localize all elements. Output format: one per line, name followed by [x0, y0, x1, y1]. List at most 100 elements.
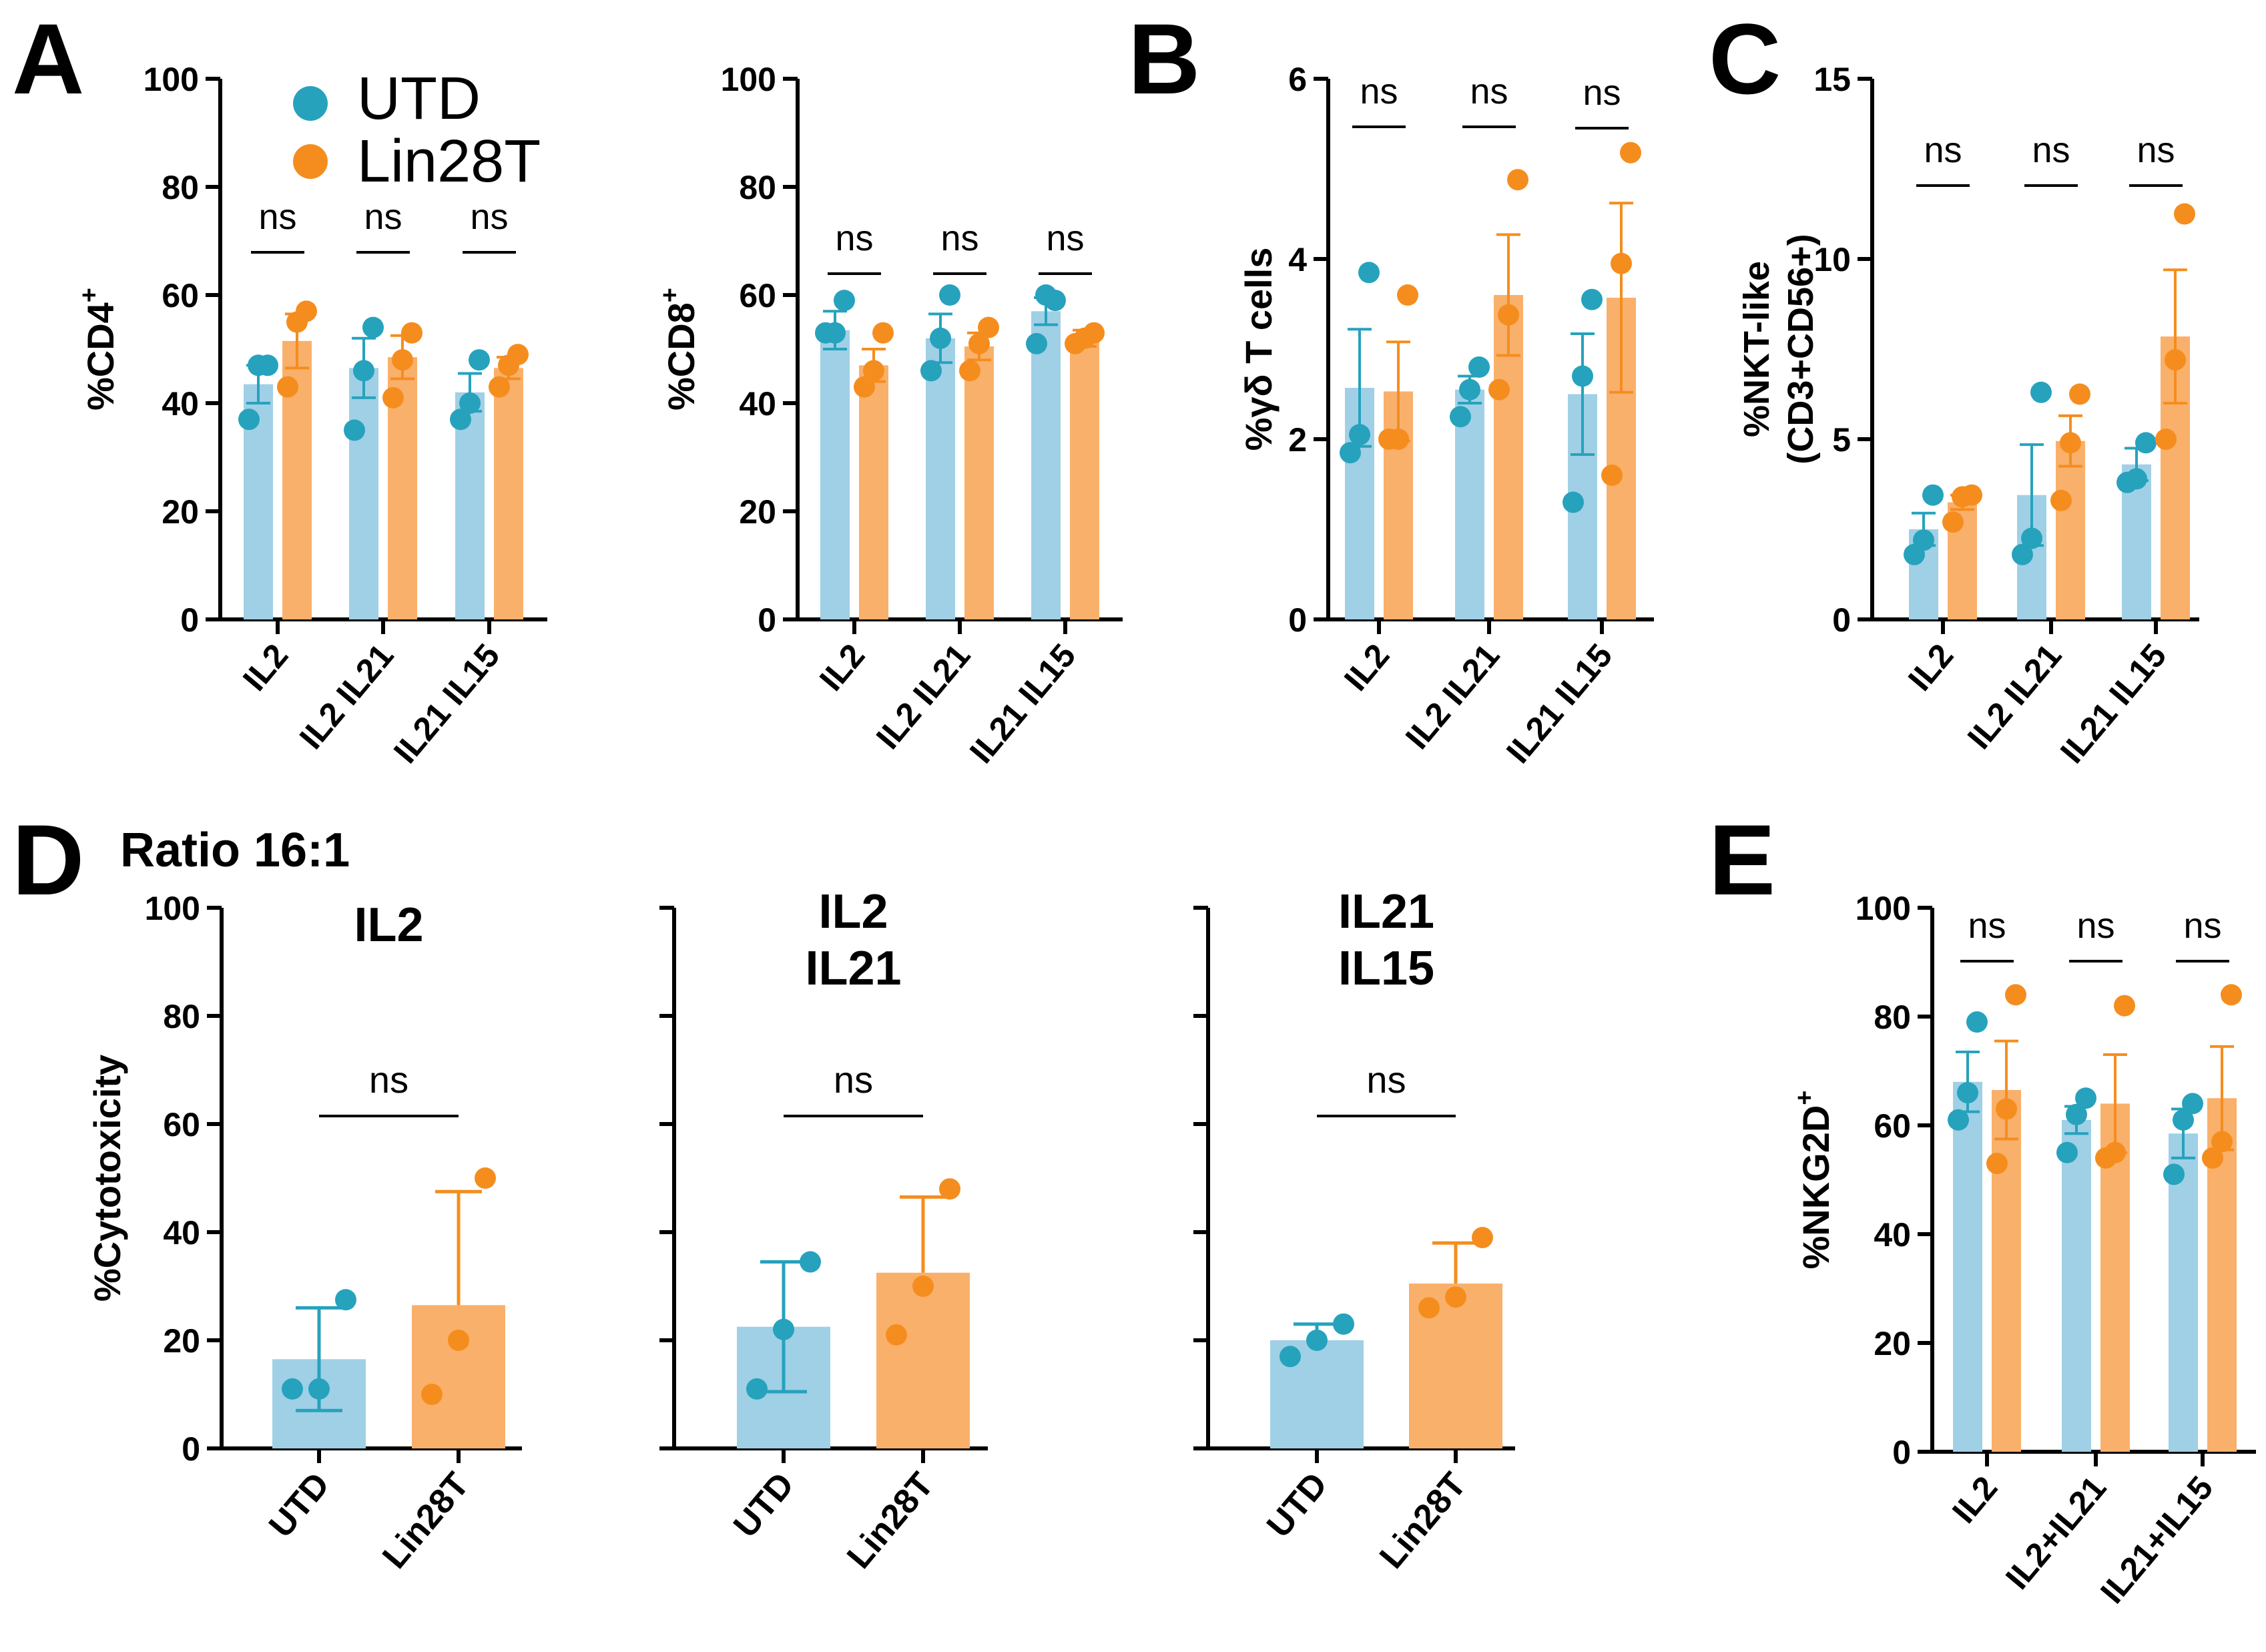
legend-lin28t-label: Lin28T: [357, 128, 541, 195]
significance-label-cd4: ns: [258, 197, 296, 237]
significance-label-gd: ns: [1470, 71, 1508, 111]
bar-cd8-UTD: [1031, 311, 1061, 619]
panel-title-cyt_il21il15: IL21: [1338, 885, 1434, 938]
bar-cd4-Lin28T: [494, 368, 523, 619]
data-point-cd4: [469, 349, 490, 371]
data-point-gd: [1450, 406, 1471, 428]
y-tick-label-nkg2d: 0: [1892, 1434, 1911, 1471]
data-point-nkg2d: [2104, 1141, 2126, 1163]
data-point-gd: [1349, 424, 1370, 446]
significance-label-nkt: ns: [1924, 130, 1962, 170]
data-point-cd4: [362, 316, 384, 338]
x-tick-label-cd8: IL2 IL21: [869, 637, 978, 756]
bar-cd4-UTD: [455, 392, 485, 619]
y-axis-label-cyt_il2: %Cytotoxicity: [86, 1055, 128, 1302]
data-point-cyt_il2: [421, 1384, 443, 1405]
significance-label-nkg2d: ns: [2183, 906, 2221, 946]
x-tick-label-cd8: IL21 IL15: [962, 637, 1083, 770]
y-tick-label-cd8: 60: [739, 277, 776, 314]
data-point-nkg2d: [2005, 984, 2026, 1006]
bar-nkg2d-UTD: [1953, 1081, 1982, 1452]
chart-cyt_il2: 0 20 40 60 80 100 %Cytotoxicity IL2 UTD Lin28T ns: [86, 890, 522, 1576]
data-point-nkg2d: [2114, 995, 2135, 1017]
x-tick-label-gd: IL2: [1337, 637, 1396, 698]
data-point-cd4: [459, 392, 481, 414]
data-point-cyt_il21il15: [1418, 1297, 1440, 1319]
significance-label-cyt_il2il21: ns: [834, 1059, 873, 1101]
data-point-cd4: [392, 349, 413, 371]
data-point-gd: [1572, 365, 1593, 387]
data-point-cd8: [872, 322, 894, 344]
x-tick-label-nkt: IL21 IL15: [2053, 637, 2173, 770]
data-point-cd4: [401, 322, 422, 344]
significance-label-cyt_il2: ns: [369, 1059, 408, 1101]
data-point-cd8: [959, 360, 980, 382]
significance-label-gd: ns: [1360, 71, 1398, 111]
data-point-cd4: [344, 419, 365, 441]
data-point-cd4: [238, 408, 260, 431]
bar-nkt-Lin28T: [2056, 441, 2085, 619]
y-tick-label-cd8: 0: [758, 601, 776, 639]
data-point-cd4: [296, 300, 317, 322]
data-point-cd8: [1045, 290, 1066, 312]
panel-letter-c: C: [1709, 3, 1781, 115]
bar-nkg2d-UTD: [2062, 1119, 2091, 1452]
data-point-cd8: [854, 376, 875, 398]
data-point-cyt_il2: [282, 1378, 303, 1400]
y-tick-label-nkt: 15: [1813, 61, 1851, 98]
data-point-cd8: [863, 360, 884, 382]
x-tick-label-gd: IL2 IL21: [1398, 637, 1507, 756]
significance-label-cd8: ns: [940, 218, 978, 258]
y-tick-label-nkg2d: 80: [1874, 999, 1911, 1036]
data-point-nkt: [2030, 381, 2052, 403]
data-point-gd: [1388, 429, 1409, 450]
y-tick-label-nkt: 10: [1813, 241, 1851, 278]
panel-letter-b: B: [1128, 3, 1200, 115]
x-tick-label-cyt_il21il15: UTD: [1259, 1465, 1335, 1545]
x-tick-label-cyt_il2il21: UTD: [726, 1465, 802, 1545]
y-tick-label-cd4: 60: [162, 277, 199, 314]
data-point-nkt: [2069, 383, 2090, 405]
legend: UTD Lin28T: [293, 65, 541, 195]
data-point-gd: [1620, 142, 1641, 164]
data-point-cyt_il2il21: [886, 1324, 907, 1346]
data-point-cyt_il2il21: [912, 1276, 934, 1297]
y-axis-label-sup-nkg2d: +: [1791, 1090, 1819, 1105]
data-point-cd4: [507, 344, 529, 366]
data-point-cd8: [930, 327, 951, 349]
data-point-gd: [1563, 491, 1584, 513]
y-axis-label-cd8: %CD8+: [656, 288, 702, 410]
data-point-gd: [1358, 262, 1380, 284]
bar-cyt_il2il21-Lin28T: [876, 1272, 970, 1448]
data-point-cyt_il21il15: [1472, 1227, 1493, 1249]
significance-label-nkg2d: ns: [1968, 906, 2006, 946]
data-point-cyt_il2: [475, 1167, 496, 1189]
data-point-nkt: [2012, 543, 2033, 565]
data-point-cyt_il21il15: [1333, 1313, 1354, 1335]
data-point-nkg2d: [2221, 984, 2242, 1006]
data-point-nkg2d: [2056, 1141, 2078, 1163]
data-point-nkg2d: [2075, 1087, 2096, 1109]
data-point-nkg2d: [2211, 1131, 2233, 1153]
y-tick-label-cd4: 100: [144, 61, 199, 98]
y-tick-label-cd8: 40: [739, 385, 776, 423]
y-tick-label-cyt_il2: 80: [163, 998, 200, 1035]
data-point-cyt_il2il21: [939, 1178, 960, 1200]
panel-letter-e: E: [1709, 804, 1775, 916]
y-tick-label-gd: 6: [1288, 61, 1307, 98]
x-tick-label-cyt_il2: UTD: [262, 1465, 337, 1545]
data-point-cd8: [978, 316, 999, 338]
significance-label-cyt_il21il15: ns: [1366, 1059, 1406, 1101]
y-tick-label-nkg2d: 40: [1874, 1216, 1911, 1254]
bar-cd8-Lin28T: [964, 346, 994, 619]
panel-title-cyt_il2il21: IL2: [818, 885, 888, 938]
y-tick-label-cd4: 80: [162, 169, 199, 206]
bar-cd4-UTD: [349, 368, 378, 619]
data-point-nkt: [2126, 468, 2147, 490]
x-tick-label-cyt_il2: Lin28T: [375, 1465, 477, 1576]
x-tick-label-cd4: IL2: [236, 637, 295, 698]
panel-title-cyt_il21il15: IL15: [1338, 942, 1434, 995]
x-tick-label-nkt: IL2 IL21: [1960, 637, 2069, 756]
